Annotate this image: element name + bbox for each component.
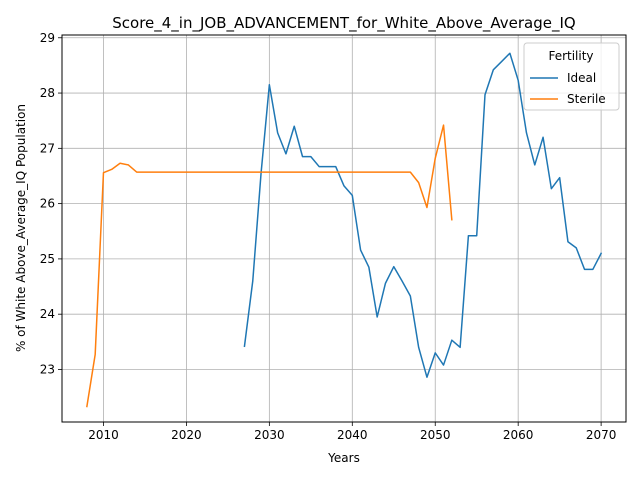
- x-tick-label: 2070: [586, 428, 617, 442]
- series-line-sterile: [86, 124, 453, 408]
- x-tick-label: 2010: [88, 428, 119, 442]
- legend-box: [523, 42, 620, 111]
- y-tick-label: 27: [40, 141, 55, 155]
- grid-lines: [62, 35, 626, 422]
- series-line-ideal: [243, 52, 603, 378]
- x-tick-label: 2040: [337, 428, 368, 442]
- x-tick-label: 2030: [254, 428, 285, 442]
- y-tick-label: 24: [40, 307, 55, 321]
- x-tick-label: 2050: [420, 428, 451, 442]
- y-tick-label: 28: [40, 86, 55, 100]
- y-axis-ticks: 23 24 25 26 27 28 29: [40, 31, 62, 376]
- y-axis-label: % of White Above_Average_IQ Population: [14, 104, 28, 352]
- y-tick-label: 25: [40, 252, 55, 266]
- legend-label-ideal: Ideal: [567, 71, 596, 85]
- x-tick-label: 2020: [171, 428, 202, 442]
- plot-frame: [61, 34, 627, 423]
- series-lines: [86, 52, 603, 408]
- x-tick-label: 2060: [503, 428, 534, 442]
- legend-title: Fertility: [548, 49, 593, 63]
- legend: Fertility Ideal Sterile: [523, 42, 620, 111]
- chart-title: Score_4_in_JOB_ADVANCEMENT_for_White_Abo…: [112, 14, 575, 33]
- y-tick-label: 23: [40, 362, 55, 376]
- y-tick-label: 29: [40, 31, 55, 45]
- y-tick-label: 26: [40, 197, 55, 211]
- x-axis-label: Years: [327, 451, 360, 465]
- x-axis-ticks: 2010 2020 2030 2040 2050 2060 2070: [88, 422, 616, 442]
- legend-label-sterile: Sterile: [567, 92, 606, 106]
